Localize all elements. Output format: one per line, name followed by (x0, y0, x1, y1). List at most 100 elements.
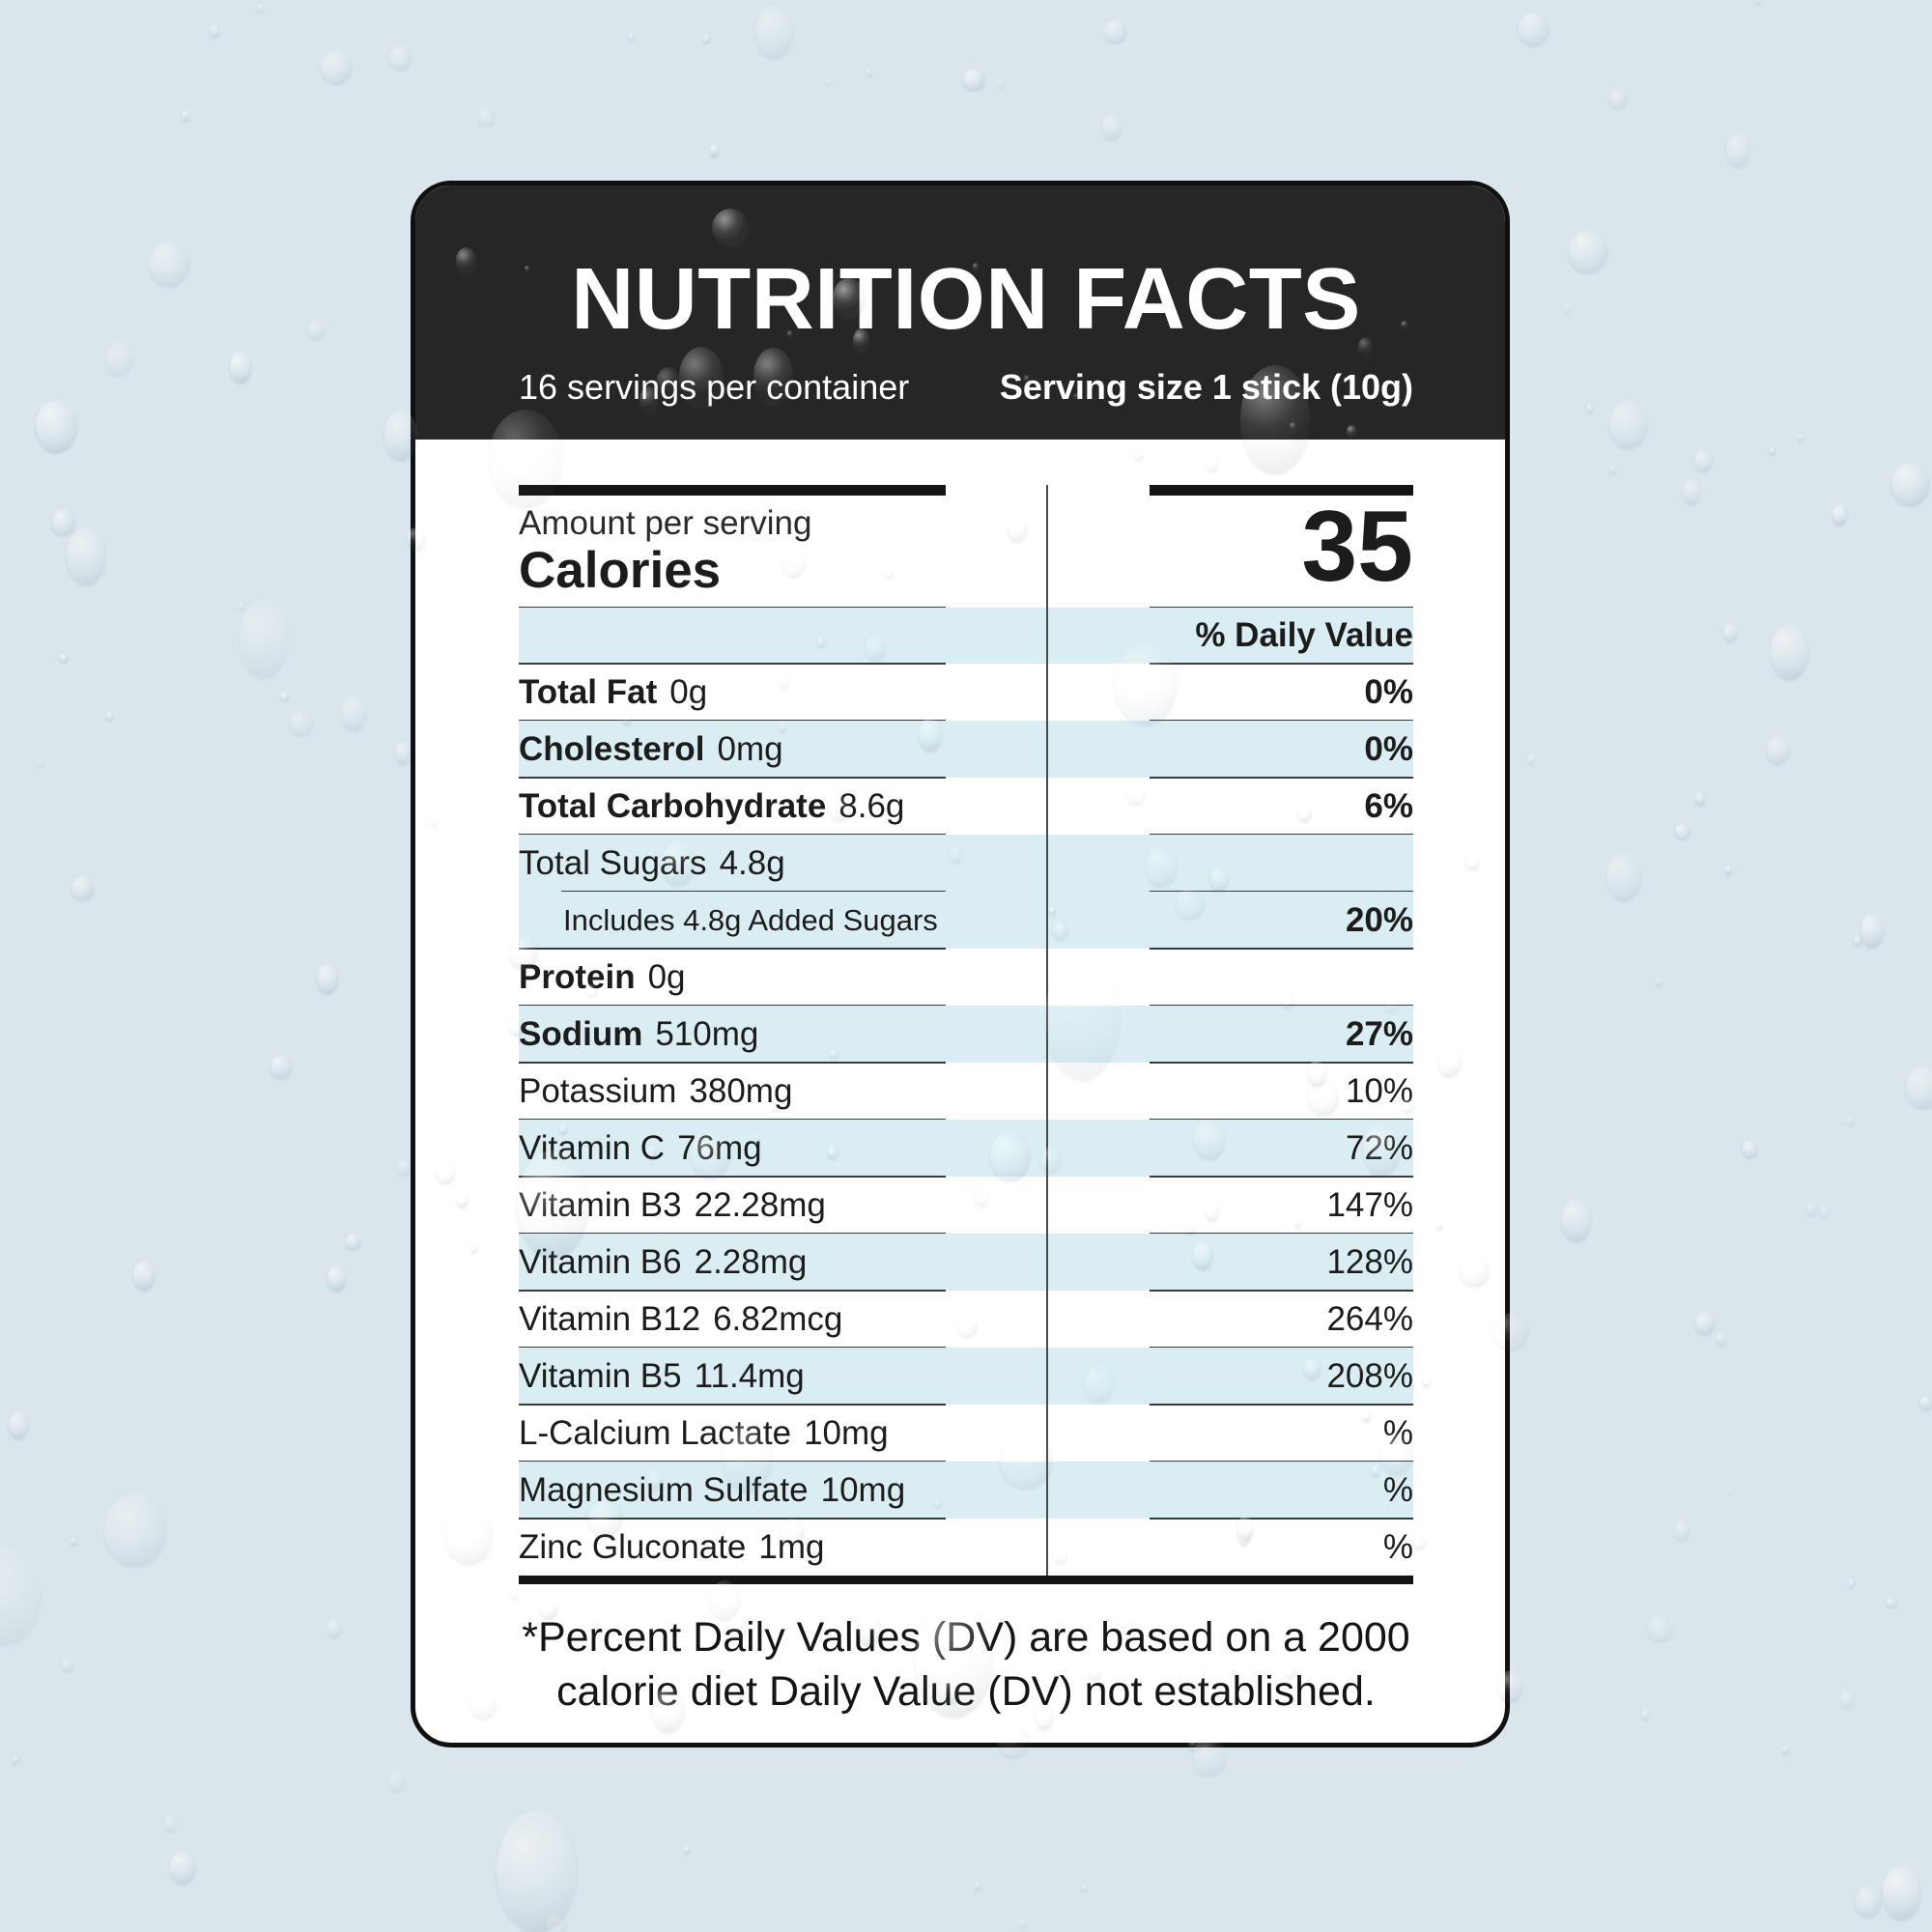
water-droplet (1682, 478, 1700, 504)
rule-right (1150, 663, 1413, 665)
water-droplet (825, 78, 833, 86)
calories-label: Calories (519, 541, 722, 599)
daily-value: 72% (1345, 1128, 1413, 1167)
water-droplet (60, 653, 69, 663)
water-droplet (627, 32, 635, 42)
top-bar-right (1150, 485, 1413, 496)
water-droplet (396, 1159, 411, 1175)
nutrient-name: Total Carbohydrate (519, 786, 827, 825)
nutrient-cell: Vitamin B6 2.28mg (519, 1243, 1046, 1282)
water-droplet (239, 599, 289, 679)
nutrient-amount: 2.28mg (694, 1242, 808, 1281)
daily-value: 0% (1364, 672, 1413, 711)
water-droplet (1564, 302, 1571, 313)
water-droplet (1771, 623, 1808, 679)
water-droplet (1853, 934, 1862, 946)
water-droplet (290, 711, 314, 736)
water-droplet (133, 1260, 156, 1290)
water-droplet (1608, 90, 1627, 108)
water-droplet (62, 1659, 72, 1671)
water-droplet (866, 68, 872, 76)
nutrient-cell: Magnesium Sulfate 10mg (519, 1471, 1046, 1510)
water-droplet (1695, 1311, 1715, 1334)
water-droplet (1797, 434, 1804, 441)
rule-right (1150, 1176, 1413, 1178)
daily-value: % (1382, 1527, 1413, 1566)
water-droplet (394, 741, 411, 765)
nutrient-amount: 380mg (689, 1071, 793, 1110)
rule-right (1150, 1062, 1413, 1064)
nutrient-row: Potassium 380mg 10% (519, 1063, 1413, 1121)
daily-value-header: % Daily Value (1195, 616, 1413, 654)
nutrient-amount: 10mg (804, 1413, 889, 1452)
water-droplet (1906, 1065, 1932, 1109)
nutrient-cell: Vitamin B12 6.82mcg (519, 1300, 1046, 1339)
water-droplet (1561, 1199, 1592, 1242)
water-droplet (238, 602, 244, 611)
nutrient-name: Magnesium Sulfate (519, 1470, 809, 1509)
water-droplet (1919, 1395, 1932, 1410)
rule-right (1150, 1518, 1413, 1520)
water-droplet (1766, 735, 1789, 764)
top-bar-left (519, 485, 946, 496)
label-body: Amount per serving Calories 35 % Daily V… (415, 440, 1505, 1719)
water-droplet (1726, 132, 1750, 167)
daily-value: 20% (1345, 900, 1413, 939)
daily-value: % (1382, 1413, 1413, 1452)
daily-value: 147% (1326, 1185, 1413, 1224)
water-droplet (104, 1494, 166, 1566)
label-header: NUTRITION FACTS 16 servings per containe… (415, 185, 1505, 440)
water-droplet (477, 107, 497, 127)
water-droplet (342, 696, 366, 730)
nutrient-row: Vitamin B6 2.28mg 128% (519, 1234, 1413, 1292)
rule-left (519, 1518, 946, 1520)
nutrient-row: Magnesium Sulfate 10mg% (519, 1462, 1413, 1520)
nutrient-name: Vitamin B12 (519, 1299, 701, 1338)
label-title: NUTRITION FACTS (571, 251, 1361, 349)
nutrient-name: Protein (519, 957, 636, 996)
water-droplet (1605, 853, 1642, 900)
water-droplet (316, 964, 338, 994)
nutrient-cell: Potassium 380mg (519, 1072, 1046, 1111)
daily-value: 264% (1326, 1299, 1413, 1338)
calories-labels: Amount per serving Calories (519, 504, 811, 600)
water-droplet (9, 1410, 28, 1439)
nutrition-facts-label: NUTRITION FACTS 16 servings per containe… (411, 181, 1510, 1747)
water-droplet (67, 527, 105, 584)
water-droplet (1527, 754, 1535, 764)
water-droplet (963, 68, 984, 90)
water-droplet (105, 711, 114, 722)
water-droplet (1019, 1919, 1027, 1929)
water-droplet (545, 1913, 566, 1932)
water-droplet (1101, 113, 1121, 140)
water-droplet (1743, 1140, 1757, 1158)
nutrient-row: Sodium 510mg 27% (519, 1006, 1413, 1064)
nutrient-name: Total Fat (519, 672, 658, 711)
water-droplet (1860, 913, 1884, 947)
nutrient-amount: 6.82mcg (713, 1299, 843, 1338)
nutrient-name: Sodium (519, 1014, 643, 1053)
nutrient-amount: 8.6g (838, 786, 905, 825)
daily-value: % (1382, 1470, 1413, 1509)
rule-left (519, 1062, 946, 1064)
nutrient-row: Vitamin C 76mg 72% (519, 1120, 1413, 1178)
water-droplet (1832, 503, 1847, 526)
water-droplet (1887, 1597, 1896, 1607)
nutrient-amount: 22.28mg (694, 1185, 826, 1224)
rule-right (1150, 1290, 1413, 1292)
water-droplet (170, 1850, 196, 1884)
nutrient-name: Vitamin B5 (519, 1356, 682, 1395)
water-droplet (1675, 824, 1690, 839)
nutrient-cell: Vitamin B3 22.28mg (519, 1186, 1046, 1225)
water-droplet (683, 1845, 690, 1854)
water-droplet (105, 341, 133, 376)
water-droplet (229, 352, 252, 383)
servings-per-container: 16 servings per container (519, 367, 910, 408)
amount-per-serving-label: Amount per serving (519, 503, 812, 542)
water-droplet (709, 144, 718, 156)
nutrient-cell: Vitamin C 76mg (519, 1129, 1046, 1168)
nutrient-name: Vitamin C (519, 1128, 666, 1167)
water-droplet (1806, 1203, 1816, 1216)
water-droplet (703, 34, 710, 43)
nutrient-cell: Vitamin B5 11.4mg (519, 1357, 1046, 1396)
